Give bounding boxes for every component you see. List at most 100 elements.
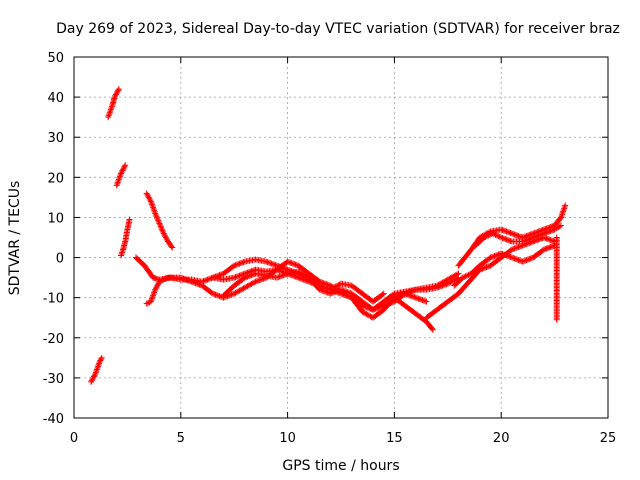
data-series-arc-6 (143, 190, 176, 251)
data-point (287, 259, 294, 266)
data-point (522, 237, 529, 244)
data-point (120, 166, 127, 173)
data-point (180, 275, 187, 282)
data-point (372, 305, 379, 312)
data-point (506, 253, 513, 260)
data-point (371, 306, 378, 313)
data-point (536, 231, 543, 238)
data-point (510, 230, 517, 237)
data-point (317, 287, 324, 294)
data-point (419, 297, 426, 304)
data-point (113, 90, 120, 97)
data-point (162, 275, 169, 282)
data-point (245, 273, 252, 280)
data-point (197, 282, 204, 289)
data-point (414, 295, 421, 302)
data-point (543, 229, 550, 236)
data-point (153, 283, 160, 290)
data-point (154, 282, 161, 289)
data-point (498, 234, 505, 241)
data-point (227, 292, 234, 299)
data-point (120, 164, 127, 171)
data-point (231, 262, 238, 269)
data-point (516, 233, 523, 240)
data-point (155, 281, 162, 288)
data-point (507, 229, 514, 236)
data-point (185, 277, 192, 284)
data-point (191, 279, 198, 286)
data-point (383, 301, 390, 308)
data-point (379, 291, 386, 298)
data-point (160, 229, 167, 236)
data-point (329, 289, 336, 296)
data-point (88, 377, 95, 384)
data-point (323, 289, 330, 296)
data-point (491, 253, 498, 260)
data-point (189, 279, 196, 286)
data-point (152, 285, 159, 292)
data-point (111, 94, 118, 101)
data-point (126, 216, 133, 223)
data-point (514, 232, 521, 239)
data-point (540, 230, 547, 237)
data-point (276, 273, 283, 280)
data-point (410, 287, 417, 294)
data-point (291, 261, 298, 268)
data-point (285, 259, 292, 266)
data-point (527, 255, 534, 262)
data-point (384, 301, 391, 308)
x-tick-label: 0 (70, 431, 78, 446)
data-point (546, 228, 553, 235)
data-point (490, 253, 497, 260)
data-point (553, 316, 560, 323)
data-series-arc-15 (553, 234, 560, 323)
data-point (272, 262, 279, 269)
data-series-arc-9 (220, 268, 430, 313)
data-point (502, 236, 509, 243)
data-point (283, 266, 290, 273)
data-point (485, 232, 492, 239)
data-point (241, 274, 248, 281)
data-point (112, 92, 119, 99)
data-point (249, 271, 256, 278)
data-point (247, 272, 254, 279)
data-point (158, 226, 165, 233)
data-point (500, 227, 507, 234)
data-point (494, 252, 501, 259)
data-point (157, 223, 164, 230)
data-point (459, 274, 466, 281)
data-point (211, 274, 218, 281)
data-point (88, 378, 95, 385)
data-series-arc-12 (451, 242, 558, 289)
data-point (156, 220, 163, 227)
data-point (331, 289, 338, 296)
data-point (275, 274, 282, 281)
data-point (279, 264, 286, 271)
data-point (519, 238, 526, 245)
data-point (239, 259, 246, 266)
data-point (213, 292, 220, 299)
data-point (98, 354, 105, 361)
data-point (495, 251, 502, 258)
data-point (488, 254, 495, 261)
y-tick-label: 10 (47, 211, 64, 226)
data-point (340, 287, 347, 294)
data-point (464, 272, 471, 279)
data-point (162, 233, 169, 240)
data-point (455, 270, 462, 277)
data-point (201, 277, 208, 284)
y-tick-label: 50 (47, 51, 64, 66)
data-series-arc-3 (113, 162, 129, 189)
data-point (462, 273, 469, 280)
data-point (516, 243, 523, 250)
data-point (480, 265, 487, 272)
data-point (144, 191, 151, 198)
data-point (115, 86, 122, 93)
data-point (324, 289, 331, 296)
x-tick-label: 20 (493, 431, 510, 446)
data-point (155, 219, 162, 226)
data-point (143, 190, 150, 197)
data-point (515, 232, 522, 239)
data-point (544, 245, 551, 252)
data-point (143, 300, 150, 307)
